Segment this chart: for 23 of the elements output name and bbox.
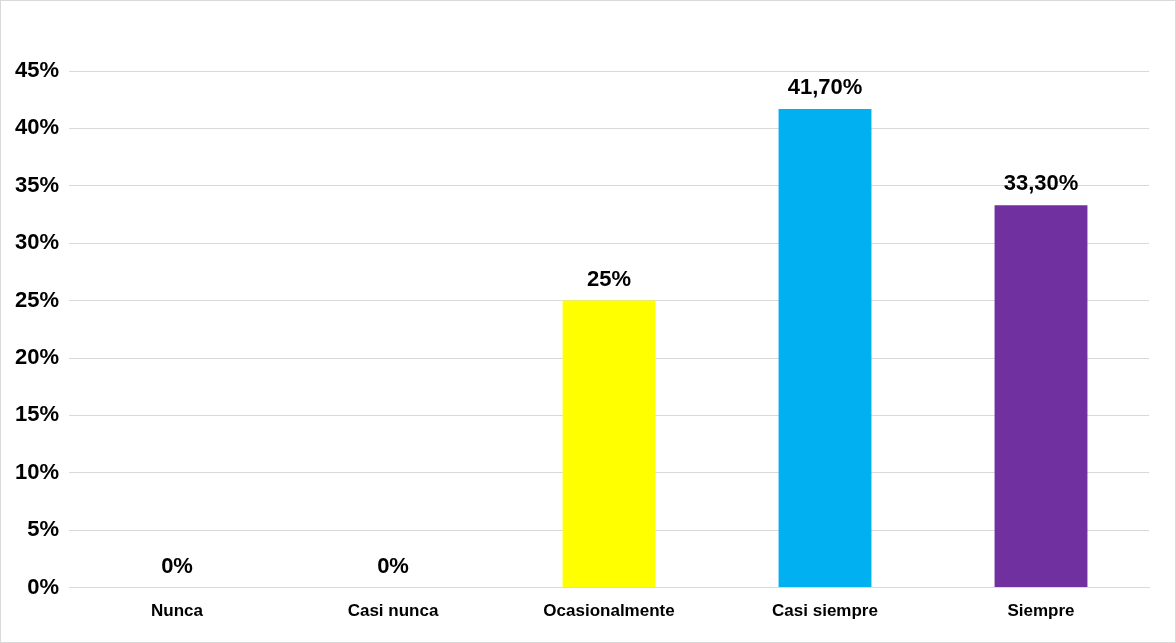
- y-tick-label: 0%: [27, 573, 60, 599]
- x-tick-label: Nunca: [151, 601, 204, 621]
- bar: [562, 300, 656, 588]
- x-tick-label: Casi siempre: [772, 601, 878, 621]
- y-tick-label: 45%: [14, 57, 60, 83]
- x-tick-label: Casi nunca: [347, 601, 439, 621]
- data-label: 25%: [586, 265, 632, 291]
- y-tick-label: 20%: [14, 344, 60, 370]
- data-label: 0%: [377, 552, 409, 578]
- bar: [778, 108, 872, 588]
- data-label: 0%: [161, 552, 193, 578]
- y-tick-label: 25%: [14, 286, 60, 312]
- y-tick-label: 10%: [14, 458, 60, 484]
- x-tick-label: Siempre: [1007, 601, 1075, 621]
- y-tick-label: 35%: [14, 171, 60, 197]
- y-tick-label: 15%: [14, 401, 60, 427]
- data-label: 41,70%: [787, 73, 863, 99]
- y-tick-label: 30%: [14, 229, 60, 255]
- data-label: 33,30%: [1003, 170, 1079, 196]
- y-tick-label: 5%: [27, 516, 60, 542]
- y-tick-label: 40%: [14, 114, 60, 140]
- x-tick-label: Ocasionalmente: [543, 601, 675, 621]
- bar: [994, 205, 1088, 588]
